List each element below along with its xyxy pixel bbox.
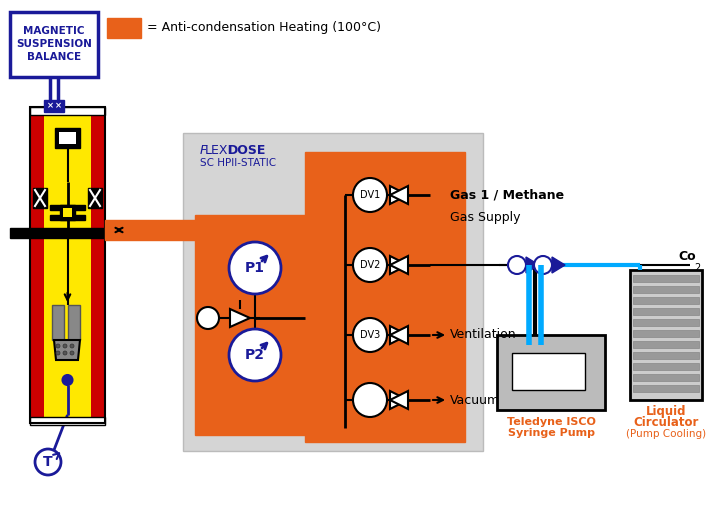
Polygon shape: [230, 309, 250, 327]
Bar: [88, 188, 102, 208]
Bar: [195, 215, 325, 435]
Bar: [630, 270, 702, 400]
Polygon shape: [390, 391, 408, 409]
Text: DOSE: DOSE: [228, 144, 266, 157]
Text: (Pump Cooling): (Pump Cooling): [626, 429, 706, 439]
Circle shape: [70, 344, 74, 348]
Bar: [633, 341, 699, 348]
Bar: [633, 286, 699, 293]
Bar: [30, 107, 105, 115]
Circle shape: [70, 351, 74, 355]
Circle shape: [63, 375, 73, 385]
Circle shape: [63, 344, 67, 348]
Text: Co: Co: [678, 250, 696, 263]
Text: Gas Supply: Gas Supply: [450, 211, 520, 224]
Polygon shape: [390, 256, 408, 274]
Bar: [107, 18, 141, 38]
Circle shape: [534, 256, 552, 274]
Text: T: T: [43, 455, 53, 469]
Text: Gas 1 / Methane: Gas 1 / Methane: [450, 189, 564, 201]
Circle shape: [35, 449, 61, 475]
Bar: [10, 228, 120, 238]
Bar: [305, 152, 465, 442]
Bar: [633, 308, 699, 315]
Text: Ventilation: Ventilation: [450, 328, 517, 341]
Polygon shape: [390, 326, 408, 344]
Circle shape: [229, 329, 281, 381]
Circle shape: [353, 383, 387, 417]
Text: F: F: [200, 144, 207, 157]
Text: ×: ×: [46, 101, 53, 111]
Text: P2: P2: [245, 348, 265, 362]
Bar: [30, 112, 44, 420]
Text: P1: P1: [245, 261, 265, 275]
Bar: [10, 12, 98, 77]
Polygon shape: [390, 391, 408, 409]
Polygon shape: [390, 326, 408, 344]
Text: SC HPII-STATIC: SC HPII-STATIC: [200, 158, 276, 168]
Text: DV1: DV1: [360, 190, 380, 200]
Bar: [60, 205, 75, 220]
Circle shape: [353, 318, 387, 352]
Bar: [91, 112, 105, 420]
Polygon shape: [390, 186, 408, 204]
Bar: [497, 335, 605, 410]
Text: Liquid: Liquid: [646, 406, 686, 418]
Bar: [55, 128, 80, 148]
Polygon shape: [552, 257, 565, 273]
Bar: [633, 374, 699, 381]
Circle shape: [229, 242, 281, 294]
Bar: [30, 107, 105, 423]
Text: DV2: DV2: [360, 260, 380, 270]
Polygon shape: [54, 340, 80, 360]
Text: SUSPENSION: SUSPENSION: [16, 39, 92, 49]
Circle shape: [353, 248, 387, 282]
Bar: [633, 275, 699, 282]
Text: MAGNETIC: MAGNETIC: [23, 26, 85, 36]
Text: Syringe Pump: Syringe Pump: [508, 428, 595, 438]
Bar: [68, 305, 80, 340]
Text: LEXI: LEXI: [205, 144, 232, 157]
Bar: [183, 133, 483, 451]
Circle shape: [197, 307, 219, 329]
Circle shape: [63, 351, 67, 355]
Text: Teledyne ISCO: Teledyne ISCO: [506, 417, 595, 427]
Circle shape: [56, 351, 60, 355]
Bar: [30, 417, 105, 425]
Bar: [50, 215, 85, 220]
Polygon shape: [526, 257, 539, 273]
Bar: [105, 220, 235, 240]
Bar: [59, 132, 76, 144]
Bar: [52, 305, 64, 340]
Text: ×: ×: [55, 101, 61, 111]
Text: = Anti-condensation Heating (100°C): = Anti-condensation Heating (100°C): [147, 22, 381, 34]
Bar: [633, 363, 699, 370]
Bar: [633, 297, 699, 304]
Text: 2: 2: [694, 263, 700, 273]
Polygon shape: [390, 256, 408, 274]
Bar: [633, 385, 699, 392]
Bar: [44, 100, 64, 112]
Text: Vacuum: Vacuum: [450, 394, 500, 407]
Bar: [633, 352, 699, 359]
Text: Circulator: Circulator: [633, 416, 698, 430]
Bar: [63, 208, 72, 217]
Text: DV3: DV3: [360, 330, 380, 340]
Bar: [44, 112, 91, 420]
Circle shape: [508, 256, 526, 274]
Bar: [33, 188, 47, 208]
Bar: [50, 205, 85, 210]
Circle shape: [353, 178, 387, 212]
Circle shape: [56, 344, 60, 348]
Bar: [512, 353, 585, 390]
Bar: [633, 319, 699, 326]
Text: BALANCE: BALANCE: [27, 52, 81, 62]
Polygon shape: [390, 186, 408, 204]
Bar: [633, 330, 699, 337]
